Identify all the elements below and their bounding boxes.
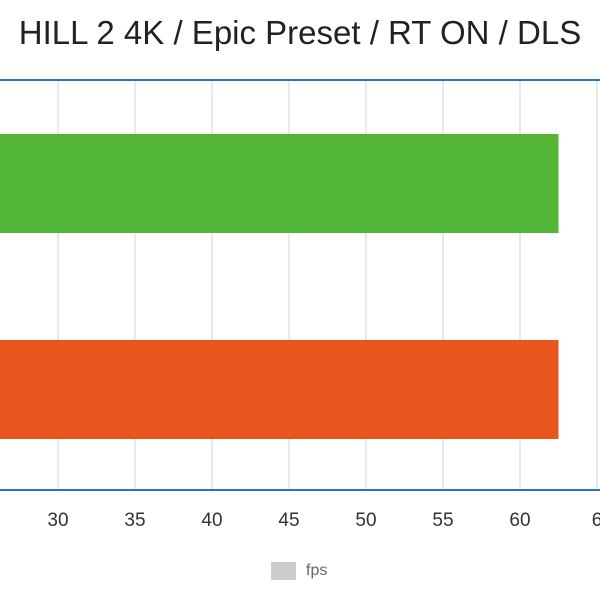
legend[interactable]: fps: [271, 562, 327, 580]
x-tick-label: 40: [201, 510, 222, 531]
legend-swatch: [271, 562, 296, 580]
x-tick-label: 55: [432, 510, 453, 531]
x-tick-label: 45: [278, 510, 299, 531]
x-tick-label: 60: [509, 510, 530, 531]
x-tick-label: 35: [124, 510, 145, 531]
legend-label: fps: [306, 562, 328, 579]
x-tick-label: 6: [592, 510, 600, 531]
bar-1: [0, 134, 559, 233]
x-tick-label: 30: [47, 510, 68, 531]
chart-title: HILL 2 4K / Epic Preset / RT ON / DLS: [18, 14, 582, 51]
x-tick-label: 50: [355, 510, 376, 531]
bar-2: [0, 340, 559, 439]
